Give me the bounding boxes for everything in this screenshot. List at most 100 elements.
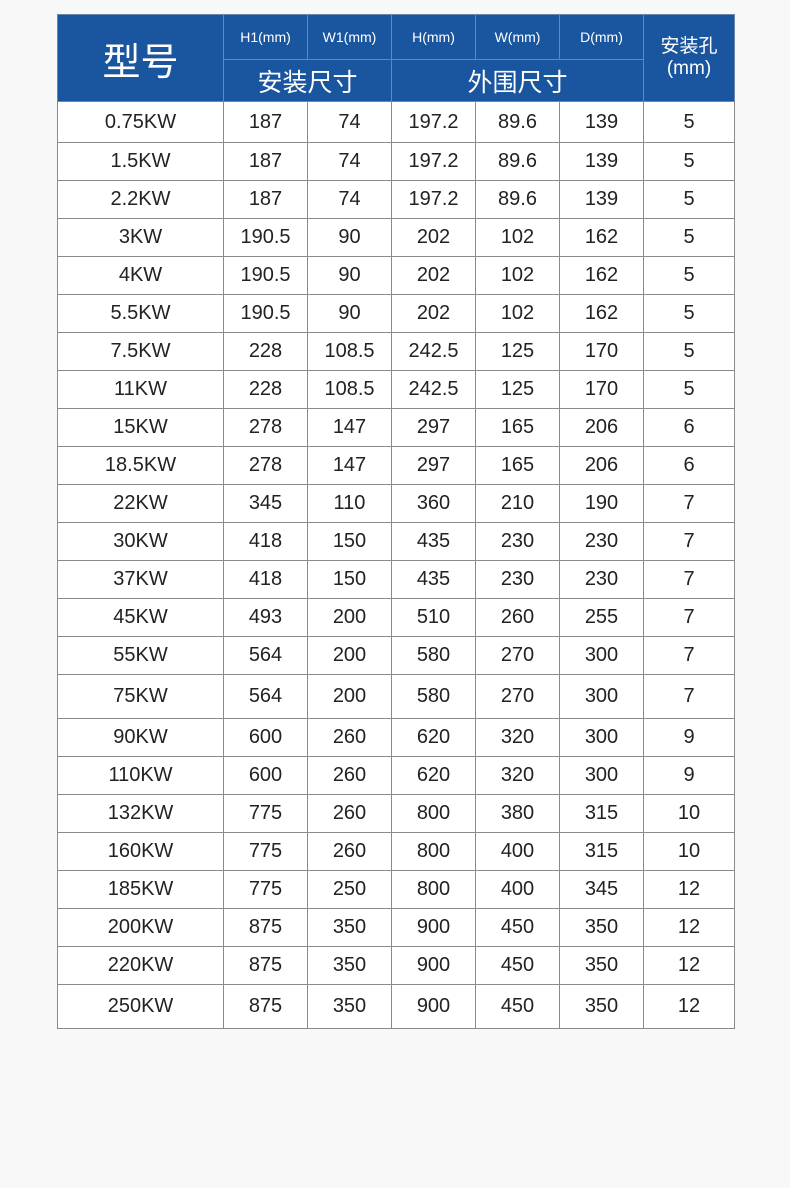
- cell-h: 197.2: [391, 180, 476, 219]
- cell-d: 350: [559, 984, 644, 1029]
- table-row: 4KW 190.5 90 202 102 162 5: [57, 256, 735, 295]
- header-install-size: 安装尺寸: [223, 59, 392, 102]
- cell-w1: 260: [307, 794, 392, 833]
- cell-w1: 250: [307, 870, 392, 909]
- cell-h: 202: [391, 218, 476, 257]
- cell-d: 190: [559, 484, 644, 523]
- cell-w: 165: [475, 446, 560, 485]
- cell-hole: 7: [643, 484, 735, 523]
- cell-w1: 150: [307, 560, 392, 599]
- cell-w: 230: [475, 522, 560, 561]
- cell-d: 162: [559, 294, 644, 333]
- cell-h: 202: [391, 256, 476, 295]
- cell-h: 297: [391, 446, 476, 485]
- cell-model: 185KW: [57, 870, 224, 909]
- table-row: 1.5KW 187 74 197.2 89.6 139 5: [57, 142, 735, 181]
- cell-hole: 12: [643, 984, 735, 1029]
- table-row: 30KW 418 150 435 230 230 7: [57, 522, 735, 561]
- cell-d: 230: [559, 560, 644, 599]
- cell-d: 300: [559, 674, 644, 719]
- cell-w: 400: [475, 870, 560, 909]
- header-hole-unit: (mm): [666, 58, 712, 79]
- cell-w1: 90: [307, 294, 392, 333]
- table-row: 37KW 418 150 435 230 230 7: [57, 560, 735, 599]
- cell-w: 89.6: [475, 101, 560, 143]
- cell-hole: 12: [643, 870, 735, 909]
- cell-hole: 5: [643, 218, 735, 257]
- header-hole-label: 安装孔: [660, 36, 718, 57]
- cell-d: 230: [559, 522, 644, 561]
- table-row: 220KW 875 350 900 450 350 12: [57, 946, 735, 985]
- cell-model: 7.5KW: [57, 332, 224, 371]
- cell-w: 165: [475, 408, 560, 447]
- cell-model: 220KW: [57, 946, 224, 985]
- cell-model: 37KW: [57, 560, 224, 599]
- table-row: 110KW 600 260 620 320 300 9: [57, 756, 735, 795]
- cell-h1: 775: [223, 794, 308, 833]
- cell-h: 900: [391, 946, 476, 985]
- cell-w: 89.6: [475, 142, 560, 181]
- cell-w1: 74: [307, 101, 392, 143]
- cell-h: 580: [391, 674, 476, 719]
- cell-h1: 418: [223, 522, 308, 561]
- cell-w1: 110: [307, 484, 392, 523]
- table-row: 200KW 875 350 900 450 350 12: [57, 908, 735, 947]
- cell-w: 102: [475, 218, 560, 257]
- table-row: 75KW 564 200 580 270 300 7: [57, 674, 735, 719]
- header-h: H(mm): [391, 14, 476, 60]
- cell-d: 170: [559, 332, 644, 371]
- cell-model: 4KW: [57, 256, 224, 295]
- cell-hole: 10: [643, 832, 735, 871]
- cell-d: 162: [559, 256, 644, 295]
- cell-d: 345: [559, 870, 644, 909]
- cell-w: 125: [475, 370, 560, 409]
- table-row: 7.5KW 228 108.5 242.5 125 170 5: [57, 332, 735, 371]
- cell-d: 300: [559, 636, 644, 675]
- cell-w: 450: [475, 946, 560, 985]
- cell-w1: 90: [307, 256, 392, 295]
- cell-h1: 875: [223, 946, 308, 985]
- cell-hole: 5: [643, 370, 735, 409]
- cell-w: 380: [475, 794, 560, 833]
- cell-h: 197.2: [391, 101, 476, 143]
- cell-model: 132KW: [57, 794, 224, 833]
- cell-h1: 600: [223, 756, 308, 795]
- cell-h: 800: [391, 870, 476, 909]
- table-row: 2.2KW 187 74 197.2 89.6 139 5: [57, 180, 735, 219]
- cell-w: 230: [475, 560, 560, 599]
- spec-table: 型号 H1(mm) W1(mm) H(mm) W(mm) D(mm) 安装孔 (m…: [57, 14, 735, 1029]
- cell-h: 435: [391, 560, 476, 599]
- table-row: 160KW 775 260 800 400 315 10: [57, 832, 735, 871]
- cell-w1: 147: [307, 446, 392, 485]
- cell-h1: 564: [223, 674, 308, 719]
- table-row: 11KW 228 108.5 242.5 125 170 5: [57, 370, 735, 409]
- cell-h: 242.5: [391, 332, 476, 371]
- header-d: D(mm): [559, 14, 644, 60]
- cell-h1: 187: [223, 180, 308, 219]
- table-row: 18.5KW 278 147 297 165 206 6: [57, 446, 735, 485]
- cell-model: 250KW: [57, 984, 224, 1029]
- cell-w1: 200: [307, 598, 392, 637]
- cell-hole: 7: [643, 560, 735, 599]
- cell-d: 170: [559, 370, 644, 409]
- cell-w: 102: [475, 256, 560, 295]
- cell-d: 315: [559, 794, 644, 833]
- cell-w1: 200: [307, 636, 392, 675]
- cell-w1: 260: [307, 718, 392, 757]
- cell-h1: 493: [223, 598, 308, 637]
- table-row: 132KW 775 260 800 380 315 10: [57, 794, 735, 833]
- cell-h: 580: [391, 636, 476, 675]
- cell-h: 202: [391, 294, 476, 333]
- cell-model: 2.2KW: [57, 180, 224, 219]
- cell-d: 206: [559, 408, 644, 447]
- cell-d: 139: [559, 142, 644, 181]
- cell-w1: 90: [307, 218, 392, 257]
- cell-hole: 6: [643, 446, 735, 485]
- cell-model: 200KW: [57, 908, 224, 947]
- cell-h1: 278: [223, 408, 308, 447]
- cell-w1: 350: [307, 946, 392, 985]
- cell-w: 450: [475, 984, 560, 1029]
- cell-hole: 12: [643, 908, 735, 947]
- table-row: 90KW 600 260 620 320 300 9: [57, 718, 735, 757]
- cell-h: 800: [391, 832, 476, 871]
